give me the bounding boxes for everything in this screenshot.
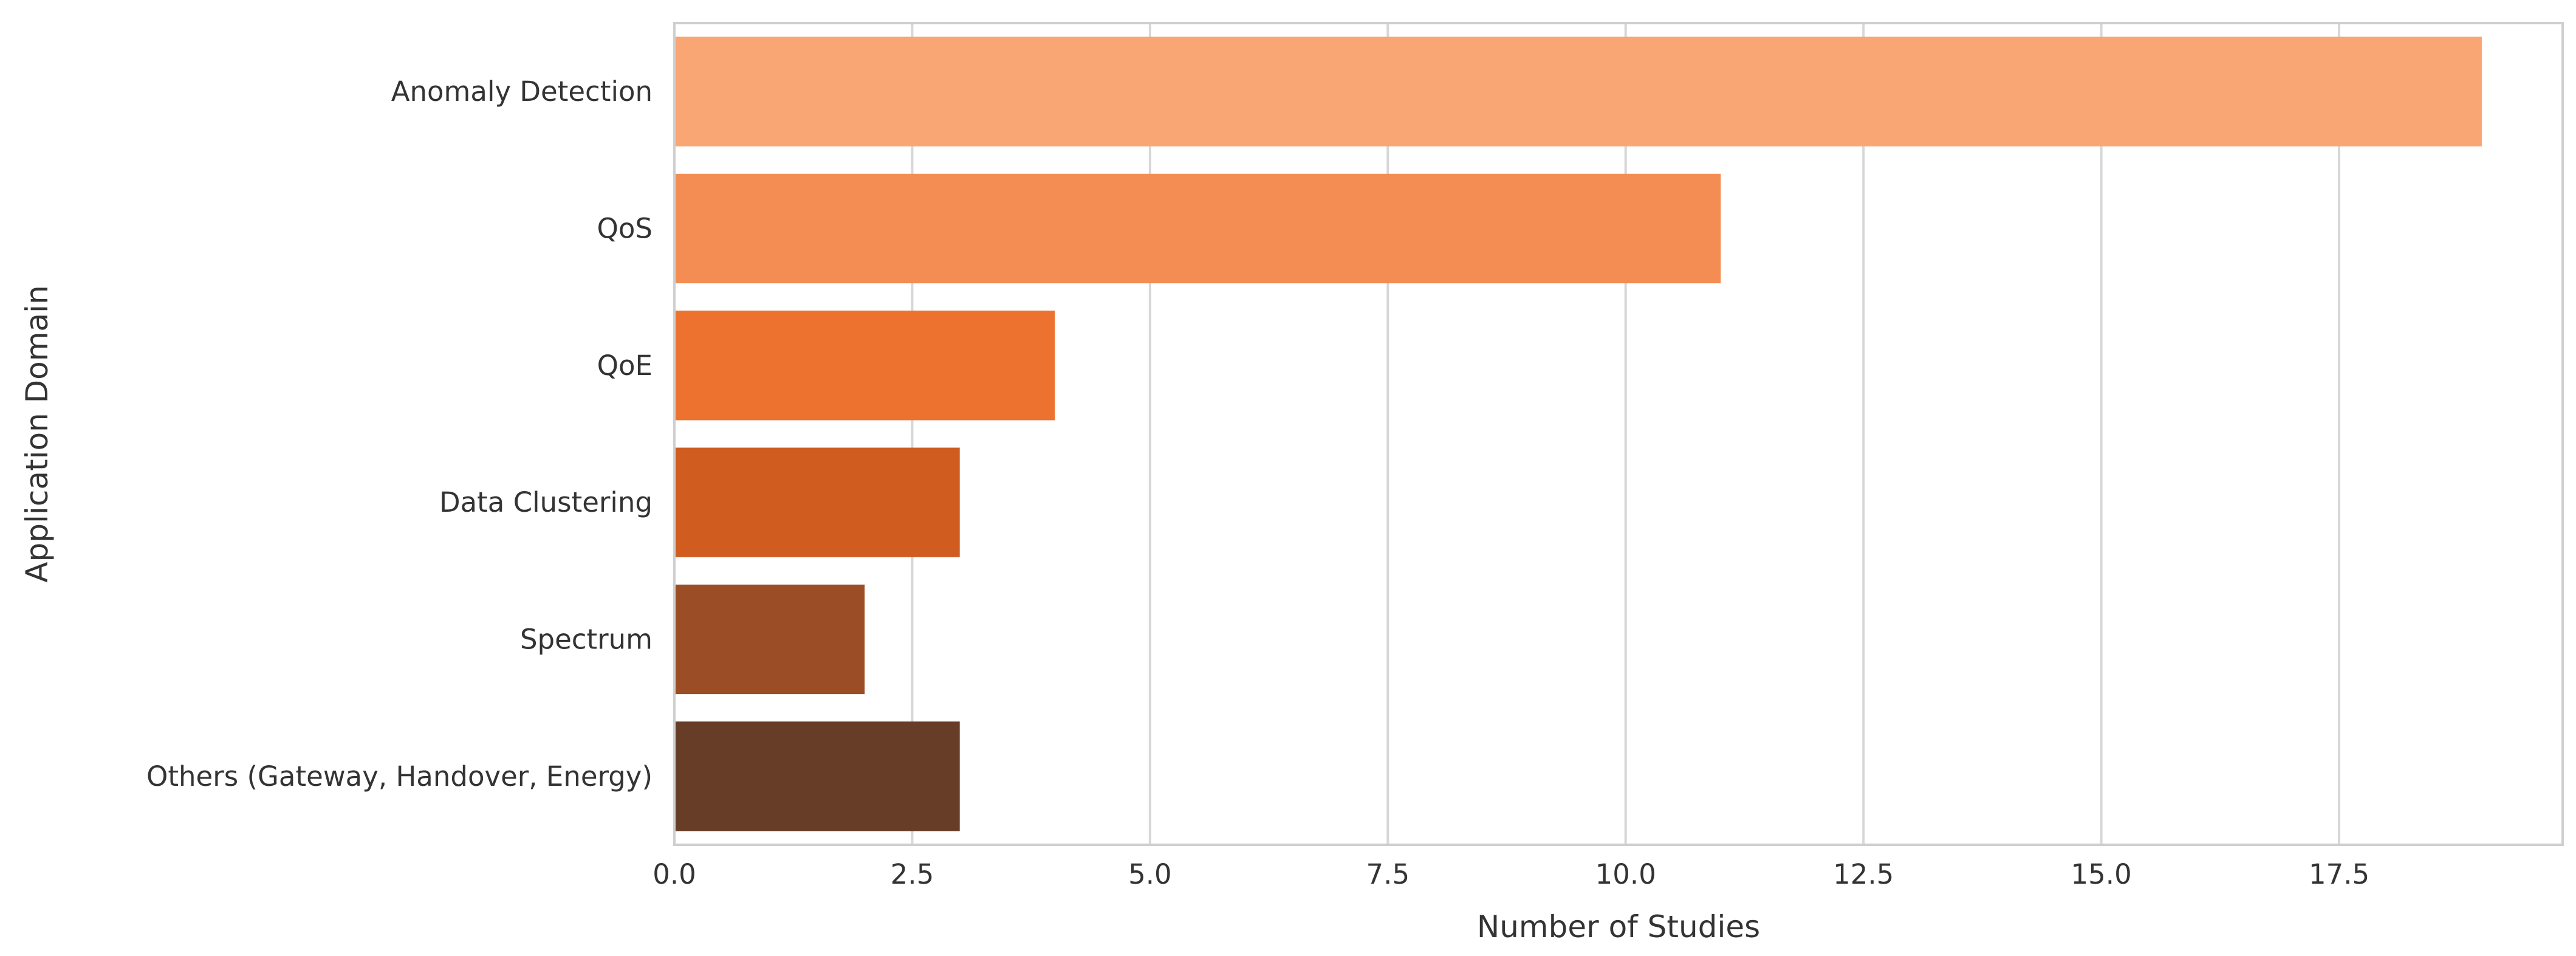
bar: [674, 311, 1055, 421]
bar: [674, 36, 2482, 146]
grid-lines: [911, 23, 2341, 845]
x-tick-label: 2.5: [891, 858, 934, 890]
y-tick-label: Data Clustering: [439, 486, 653, 518]
x-tick-label: 12.5: [1833, 858, 1894, 890]
y-tick-label: Anomaly Detection: [391, 75, 653, 108]
bars: [674, 36, 2482, 831]
plot-frame: [673, 22, 2564, 846]
x-tick-label: 0.0: [653, 858, 696, 890]
x-tick-labels: 0.0 2.5 5.0 7.5 10.0 12.5 15.0 17.5: [653, 858, 2369, 890]
x-axis-title: Number of Studies: [1477, 909, 1760, 944]
x-tick-label: 7.5: [1366, 858, 1410, 890]
bar: [674, 173, 1721, 284]
bar: [674, 721, 960, 831]
x-tick-label: 10.0: [1595, 858, 1656, 890]
x-tick-label: 15.0: [2071, 858, 2132, 890]
bar: [674, 584, 865, 695]
x-tick-label: 5.0: [1128, 858, 1172, 890]
y-tick-labels: Anomaly Detection QoS QoE Data Clustering Sp…: [146, 75, 653, 793]
bar: [674, 447, 960, 557]
y-tick-label: Others (Gateway, Handover, Energy): [146, 760, 653, 793]
y-axis-title: Application Domain: [19, 285, 55, 582]
y-tick-label: QoS: [597, 213, 653, 245]
y-tick-label: QoE: [597, 349, 653, 382]
x-tick-label: 17.5: [2309, 858, 2369, 890]
y-tick-label: Spectrum: [520, 624, 653, 656]
